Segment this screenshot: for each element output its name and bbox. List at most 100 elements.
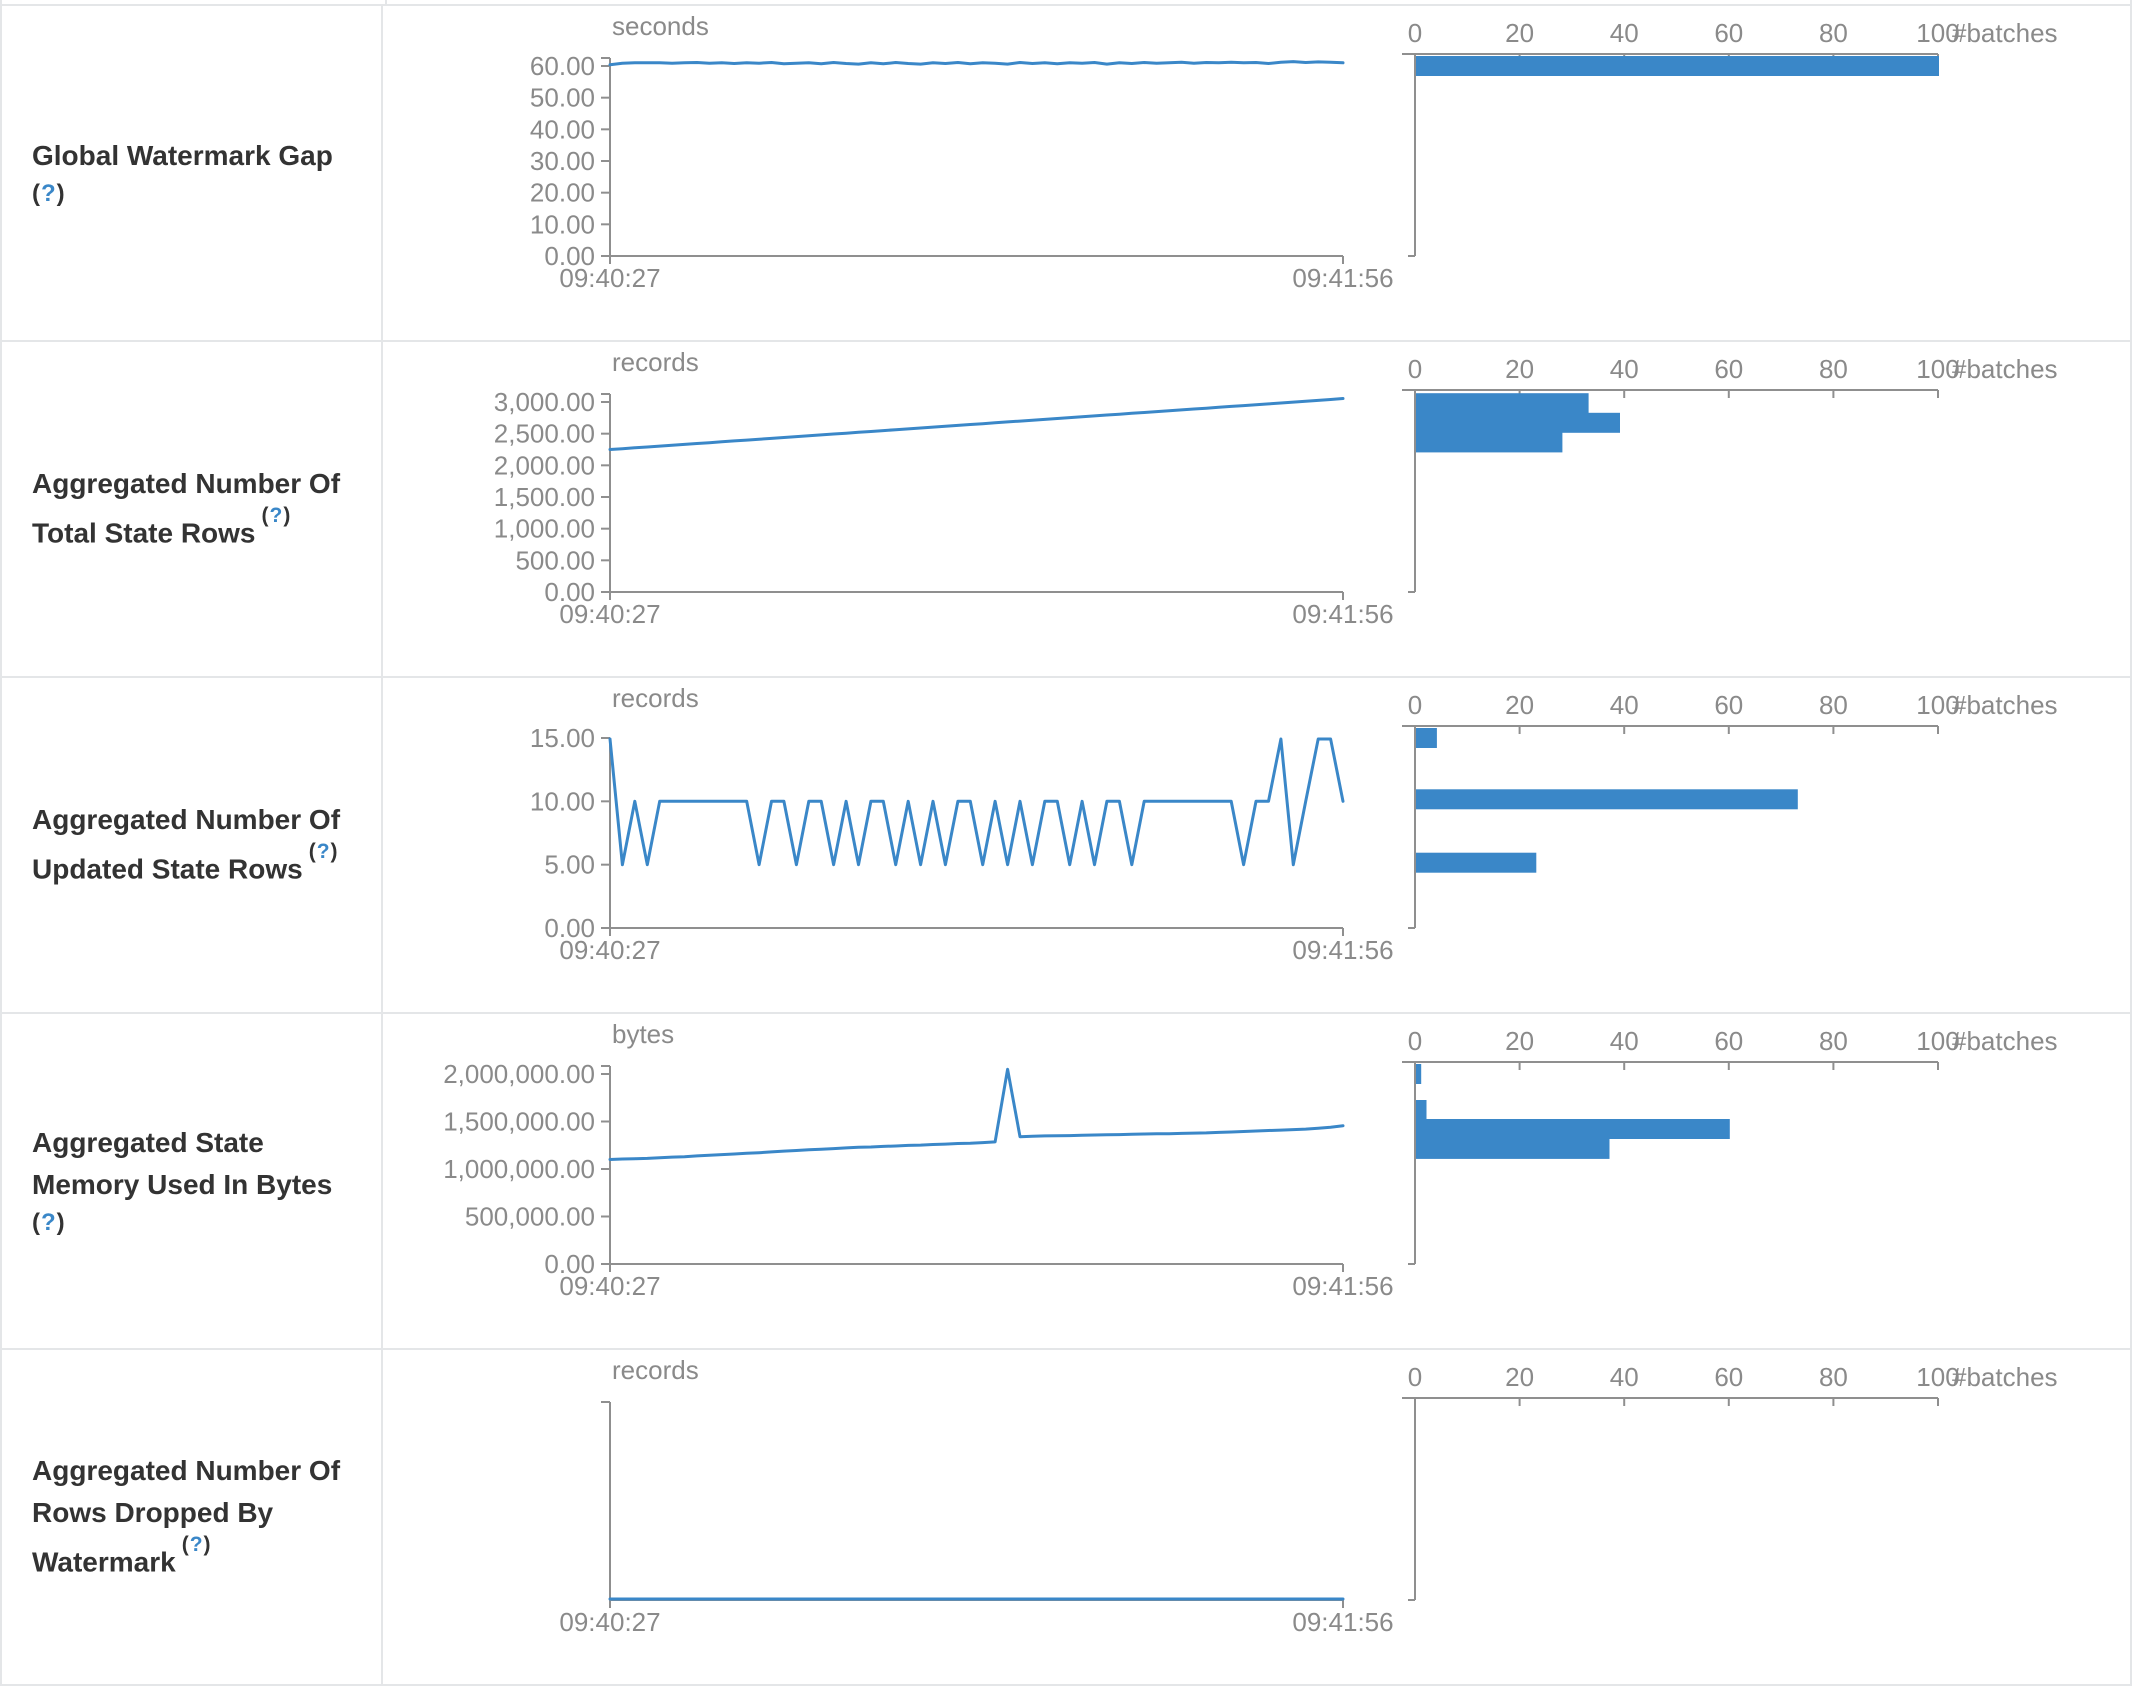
batches-axis-unit-label: #batches <box>1952 18 2058 48</box>
metric-row-rows-dropped-by-watermark: Aggregated Number Of Rows Dropped By Wat… <box>2 1350 2130 1686</box>
batches-axis-tick-label: 40 <box>1610 1362 1639 1392</box>
batches-axis-tick-label: 100 <box>1916 690 1959 720</box>
y-axis-tick-label: 0.00 <box>544 913 595 943</box>
y-axis-tick-label: 0.00 <box>544 241 595 271</box>
timeline-chart: records 09:40:27 09:41:56 <box>559 1355 1393 1637</box>
y-axis-tick-label: 40.00 <box>530 114 595 144</box>
y-axis-tick-label: 10.00 <box>530 209 595 239</box>
histogram-bar <box>1416 393 1589 414</box>
metric-label: Aggregated Number Of Updated State Rows(… <box>2 678 383 1012</box>
x-axis-start-label: 09:40:27 <box>559 1607 660 1637</box>
unit-label: seconds <box>612 11 709 41</box>
metric-label-text: Global Watermark Gap <box>32 140 333 171</box>
x-axis-end-label: 09:41:56 <box>1292 599 1393 629</box>
metric-row-global-watermark-gap: Global Watermark Gap (?) seconds 0.00 10.0… <box>2 6 2130 342</box>
metric-row-state-memory-used: Aggregated State Memory Used In Bytes (?… <box>2 1014 2130 1350</box>
histogram-bar <box>1416 789 1798 810</box>
batches-axis-tick-label: 20 <box>1505 1026 1534 1056</box>
histogram-chart: 0 20 40 60 80 100#batches <box>1402 690 2058 929</box>
batches-axis-tick-label: 80 <box>1819 1362 1848 1392</box>
help-tooltip-trigger[interactable]: (?) <box>32 1209 66 1236</box>
help-tooltip-trigger[interactable]: (?) <box>261 504 292 528</box>
help-question-icon[interactable]: ? <box>41 1209 57 1236</box>
timeline-chart: records 0.00500.001,000.001,500.002,000.0… <box>494 347 1394 629</box>
metric-label: Aggregated State Memory Used In Bytes (?… <box>2 1014 383 1348</box>
help-question-icon[interactable]: ? <box>316 840 331 864</box>
batches-axis-tick-label: 60 <box>1714 354 1743 384</box>
batches-axis-tick-label: 60 <box>1714 690 1743 720</box>
timeline-chart: seconds 0.0010.0020.0030.0040.0050.0060.0… <box>530 11 1394 293</box>
help-question-icon[interactable]: ? <box>41 180 57 207</box>
y-axis-tick-label: 1,000.00 <box>494 514 595 544</box>
histogram-chart: 0 20 40 60 80 100#batches <box>1402 354 2058 593</box>
histogram-chart: 0 20 40 60 80 100#batches <box>1402 1026 2058 1265</box>
metric-label: Aggregated Number Of Rows Dropped By Wat… <box>2 1350 383 1684</box>
metric-label-text: Updated State Rows <box>32 853 303 885</box>
y-axis-tick-label: 20.00 <box>530 178 595 208</box>
batches-axis-tick-label: 0 <box>1408 354 1422 384</box>
batches-axis-tick-label: 80 <box>1819 18 1848 48</box>
help-question-icon[interactable]: ? <box>269 504 284 528</box>
help-tooltip-trigger[interactable]: (?) <box>308 840 339 864</box>
batches-axis-tick-label: 0 <box>1408 18 1422 48</box>
histogram-bar <box>1416 1138 1610 1159</box>
batches-axis-tick-label: 40 <box>1610 1026 1639 1056</box>
y-axis-tick-label: 15.00 <box>530 723 595 753</box>
batches-axis-tick-label: 80 <box>1819 1026 1848 1056</box>
batches-axis-tick-label: 0 <box>1408 1362 1422 1392</box>
y-axis-tick-label: 1,500,000.00 <box>443 1107 595 1137</box>
histogram-bar <box>1416 432 1563 453</box>
y-axis-tick-label: 500.00 <box>515 545 595 575</box>
histogram-bar <box>1416 728 1437 748</box>
help-tooltip-trigger[interactable]: (?) <box>32 180 66 207</box>
batches-axis-tick-label: 100 <box>1916 354 1959 384</box>
batches-axis-tick-label: 0 <box>1408 690 1422 720</box>
batches-axis-tick-label: 40 <box>1610 690 1639 720</box>
batches-axis-tick-label: 80 <box>1819 690 1848 720</box>
batches-axis-tick-label: 80 <box>1819 354 1848 384</box>
batches-axis-tick-label: 40 <box>1610 18 1639 48</box>
metric-label-text: Aggregated Number Of <box>32 1455 341 1487</box>
x-axis-end-label: 09:41:56 <box>1292 1271 1393 1301</box>
y-axis-tick-label: 2,500.00 <box>494 419 595 449</box>
histogram-chart: 0 20 40 60 80 100#batches <box>1402 1362 2058 1601</box>
timeline-chart: bytes 0.00 500,000.00 1,000,000.00 1,500,000… <box>443 1019 1393 1301</box>
metric-label-text: Rows Dropped By <box>32 1497 274 1529</box>
y-axis-tick-label: 1,500.00 <box>494 482 595 512</box>
timeline-line <box>608 1067 1345 1161</box>
metric-label-text: Aggregated State <box>32 1127 264 1158</box>
help-question-icon[interactable]: ? <box>189 1533 204 1557</box>
x-axis-end-label: 09:41:56 <box>1292 263 1393 293</box>
y-axis-tick-label: 2,000.00 <box>494 450 595 480</box>
y-axis-tick-label: 1,000,000.00 <box>443 1154 595 1184</box>
batches-axis-tick-label: 60 <box>1714 1362 1743 1392</box>
batches-axis-tick-label: 0 <box>1408 1026 1422 1056</box>
histogram-bar <box>1416 1064 1422 1084</box>
unit-label: bytes <box>612 1019 674 1049</box>
histogram-bar <box>1416 852 1537 873</box>
histogram-chart: 0 20 40 60 80 100#batches <box>1402 18 2058 257</box>
metric-label: Global Watermark Gap (?) <box>2 6 383 340</box>
batches-axis-tick-label: 100 <box>1916 1362 1959 1392</box>
metric-label-text: Total State Rows <box>32 517 256 549</box>
timeline-line <box>608 60 1345 67</box>
batches-axis-tick-label: 100 <box>1916 18 1959 48</box>
y-axis-tick-label: 30.00 <box>530 146 595 176</box>
y-axis-tick-label: 50.00 <box>530 83 595 113</box>
metric-row-total-state-rows: Aggregated Number Of Total State Rows(?)… <box>2 342 2130 678</box>
timeline-line <box>608 397 1345 451</box>
y-axis-tick-label: 5.00 <box>544 850 595 880</box>
x-axis-start-label: 09:40:27 <box>559 935 660 965</box>
metric-label-text: Aggregated Number Of <box>32 804 341 836</box>
unit-label: records <box>612 347 699 377</box>
batches-axis-tick-label: 20 <box>1505 354 1534 384</box>
y-axis-tick-label: 0.00 <box>544 1249 595 1279</box>
y-axis-tick-label: 500,000.00 <box>465 1202 595 1232</box>
batches-axis-tick-label: 40 <box>1610 354 1639 384</box>
metric-label-text: Aggregated Number Of <box>32 468 341 500</box>
x-axis-end-label: 09:41:56 <box>1292 935 1393 965</box>
y-axis-tick-label: 2,000,000.00 <box>443 1059 595 1089</box>
help-tooltip-trigger[interactable]: (?) <box>181 1533 212 1557</box>
unit-label: records <box>612 1355 699 1385</box>
